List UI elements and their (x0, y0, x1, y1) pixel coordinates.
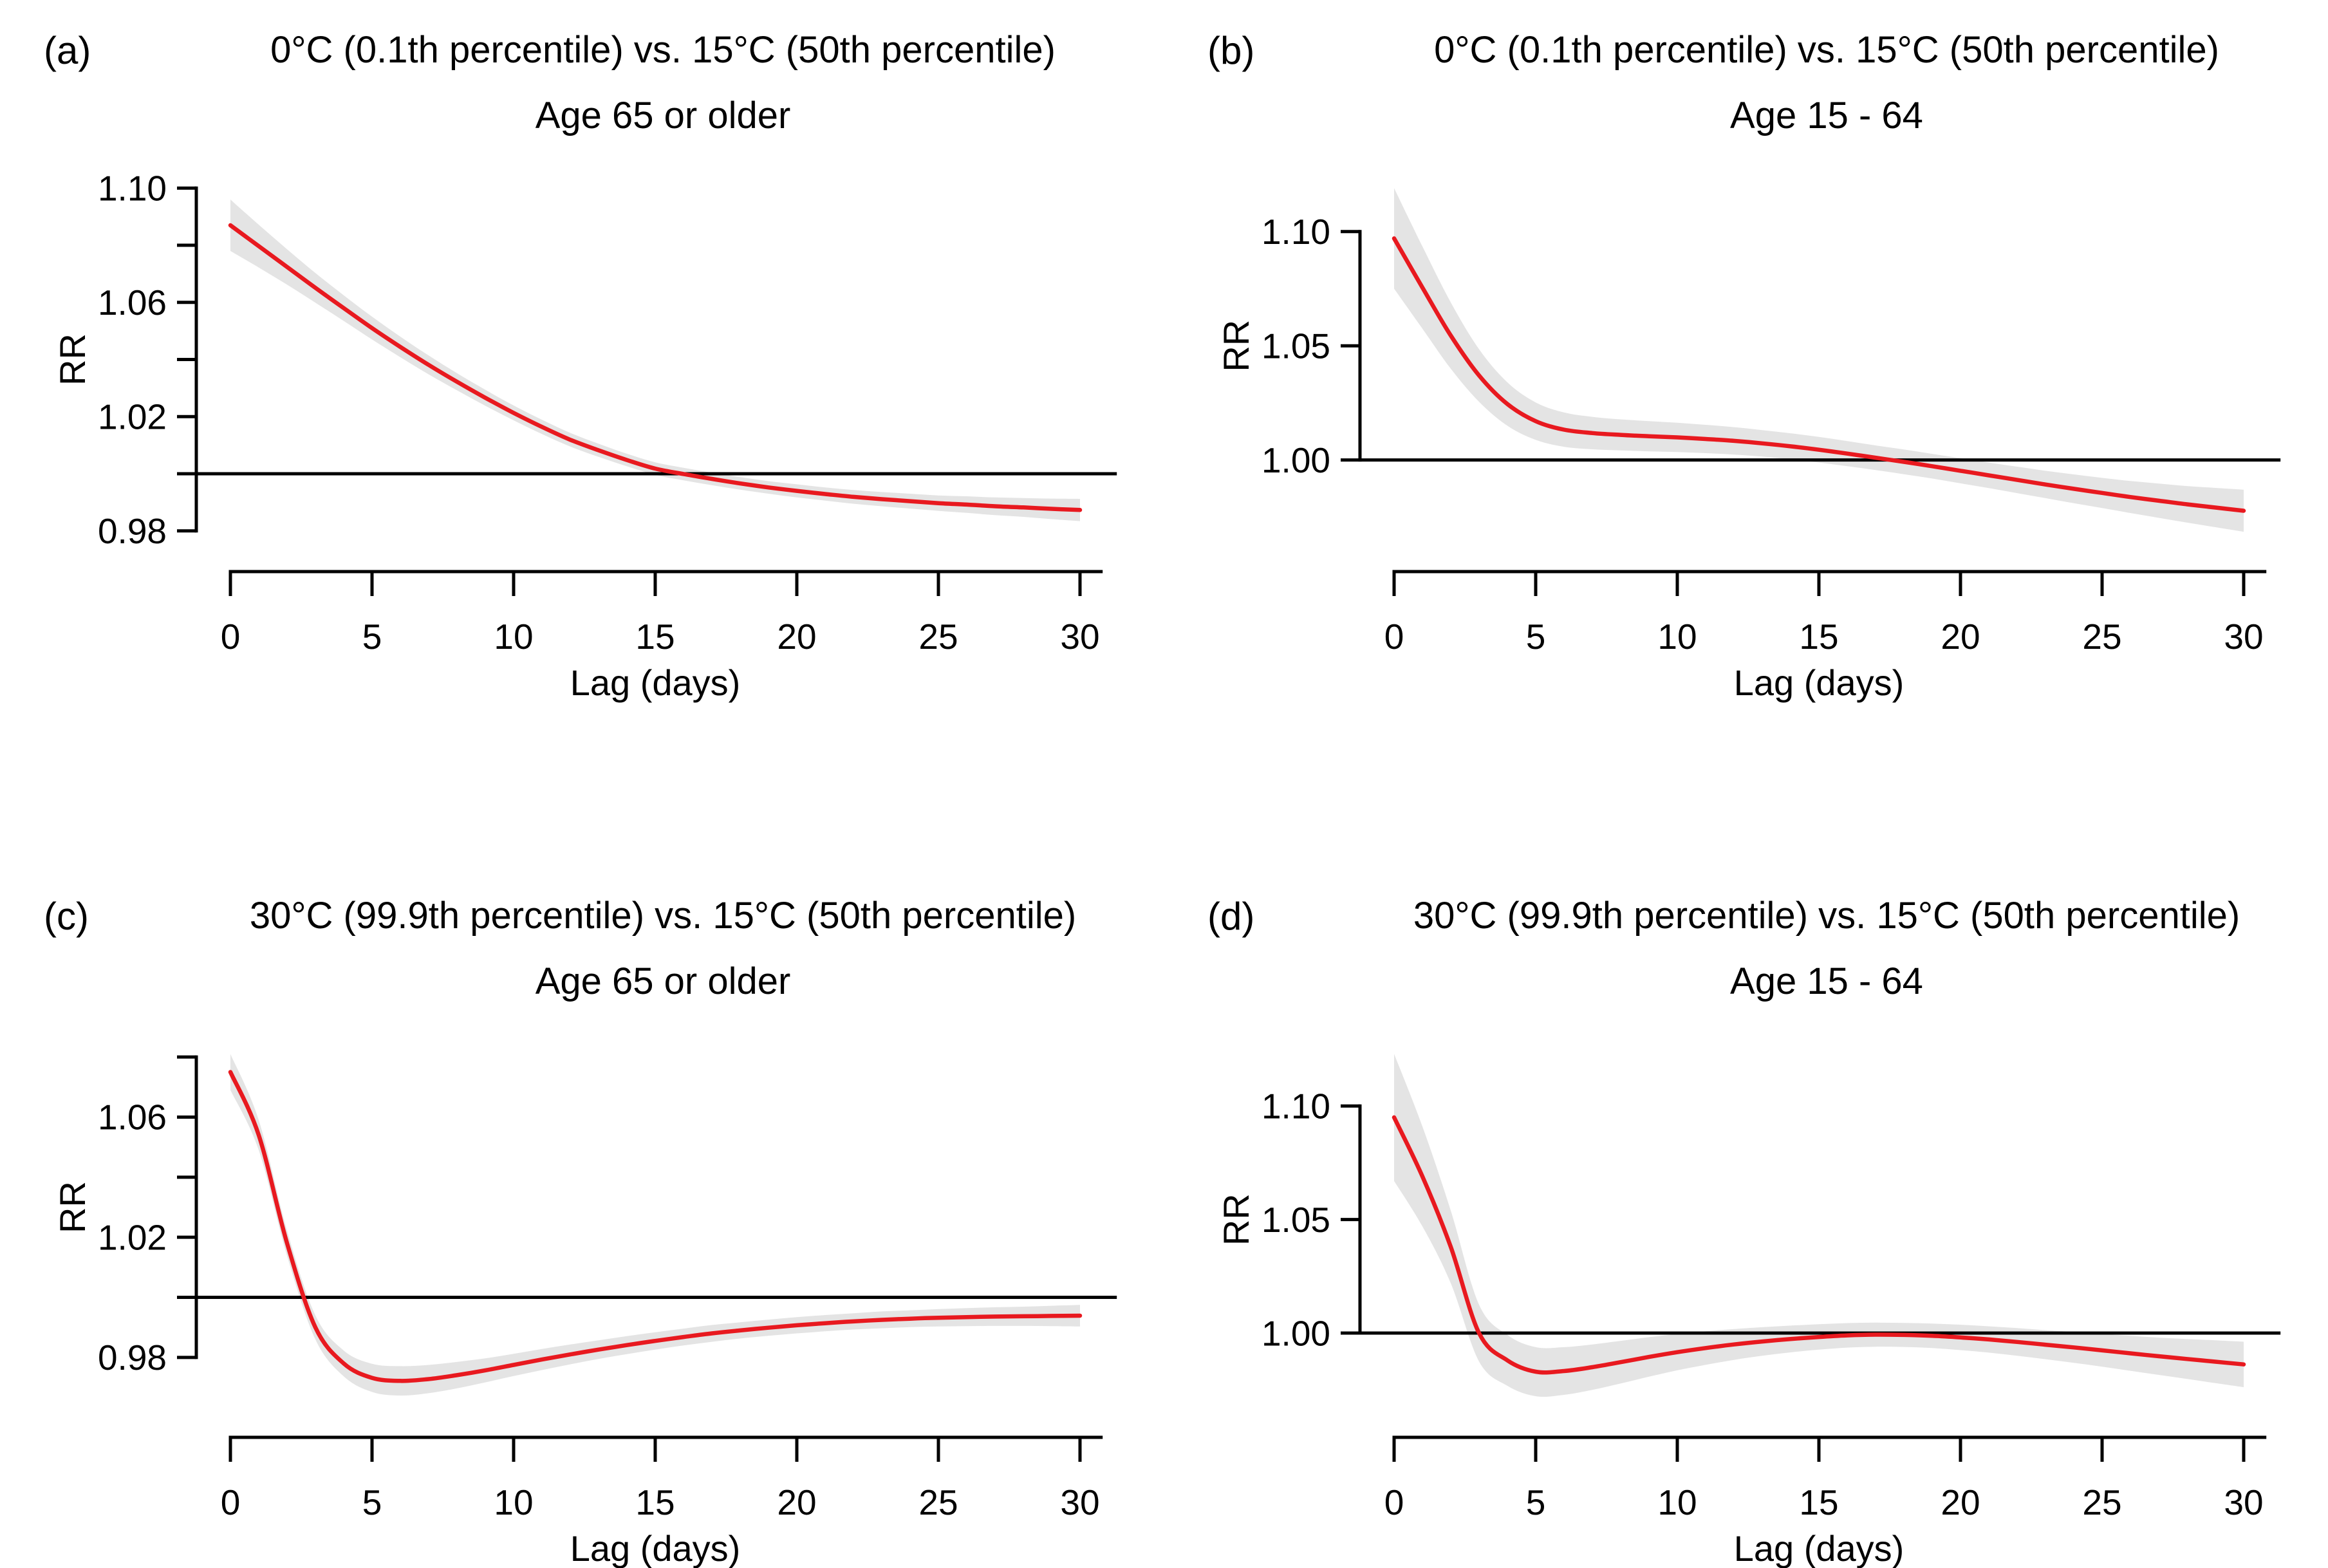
rr-curve (1392, 236, 2246, 513)
x-tick-label: 5 (362, 617, 382, 657)
y-tick-label: 1.05 (1262, 326, 1330, 366)
panel-d-subtitle: Age 15 - 64 (1730, 960, 1923, 1002)
y-tick-label: 0.98 (98, 511, 167, 551)
x-tick-label: 10 (494, 617, 533, 657)
y-axis-title: RR (52, 1181, 93, 1233)
panel-a-title: 0°C (0.1th percentile) vs. 15°C (50th pe… (270, 29, 1056, 71)
y-tick-label: 0.98 (98, 1338, 167, 1377)
y-tick-label: 1.02 (98, 1217, 167, 1257)
rr-curve (228, 223, 1083, 512)
x-tick-label: 5 (1526, 1482, 1546, 1522)
x-tick-label: 10 (1657, 617, 1697, 657)
x-tick-label: 30 (1060, 617, 1099, 657)
x-tick-label: 15 (1799, 1482, 1838, 1522)
x-tick-label: 10 (1657, 1482, 1697, 1522)
panel-a-plot-canvas: 0.98 1.02 1.06 1.10 RR 0 5 10 15 20 25 30 Lag (days) (52, 169, 1117, 703)
y-axis-title: RR (1216, 1193, 1256, 1246)
panel-d-plot-canvas: 1.00 1.05 1.10 RR 0 5 10 15 20 25 30 Lag (days) (1216, 1054, 2281, 1568)
confidence-band (1394, 188, 2244, 532)
y-tick-label: 1.10 (98, 169, 167, 209)
y-tick-label: 1.10 (1262, 212, 1330, 252)
panel-a: (a) 0°C (0.1th percentile) vs. 15°C (50t… (26, 10, 1138, 769)
x-tick-label: 0 (1384, 1482, 1404, 1522)
x-tick-label: 25 (918, 617, 958, 657)
x-tick-label: 15 (635, 617, 675, 657)
panel-b-subtitle: Age 15 - 64 (1730, 95, 1923, 136)
panel-b-title: 0°C (0.1th percentile) vs. 15°C (50th pe… (1434, 29, 2219, 71)
x-tick-label: 25 (2082, 617, 2121, 657)
confidence-band (1394, 1054, 2244, 1397)
y-tick-label: 1.00 (1262, 1313, 1330, 1353)
x-tick-label: 0 (221, 617, 241, 657)
panel-c-letter: (c) (44, 895, 89, 938)
x-tick-label: 30 (2224, 617, 2263, 657)
panel-d-letter: (d) (1207, 895, 1255, 938)
panel-d-title: 30°C (99.9th percentile) vs. 15°C (50th … (1413, 895, 2240, 937)
y-axis-title: RR (1216, 320, 1256, 372)
x-tick-label: 15 (635, 1482, 675, 1522)
y-tick-label: 1.05 (1262, 1200, 1330, 1240)
x-tick-label: 10 (494, 1482, 533, 1522)
panel-a-subtitle: Age 65 or older (535, 95, 791, 136)
rr-curve (1392, 1115, 2246, 1375)
panel-a-letter: (a) (44, 29, 91, 72)
y-tick-label: 1.10 (1262, 1087, 1330, 1126)
x-tick-label: 25 (2082, 1482, 2121, 1522)
x-axis-title: Lag (days) (1734, 662, 1904, 703)
x-tick-label: 5 (1526, 617, 1546, 657)
x-tick-label: 20 (777, 1482, 816, 1522)
x-tick-label: 25 (918, 1482, 958, 1522)
y-tick-label: 1.00 (1262, 440, 1330, 480)
x-tick-label: 5 (362, 1482, 382, 1522)
panel-b-letter: (b) (1207, 29, 1255, 72)
x-axis-title: Lag (days) (1734, 1528, 1904, 1568)
confidence-band (230, 1054, 1080, 1396)
panel-c-plot-canvas: 0.98 1.02 1.06 RR 0 5 10 15 20 25 30 Lag (days) (52, 1054, 1117, 1568)
panel-b: (b) 0°C (0.1th percentile) vs. 15°C (50t… (1189, 10, 2302, 769)
panel-d: (d) 30°C (99.9th percentile) vs. 15°C (5… (1189, 789, 2302, 1568)
x-tick-label: 20 (777, 617, 816, 657)
rr-curve (228, 1070, 1083, 1383)
x-tick-label: 0 (1384, 617, 1404, 657)
x-axis-title: Lag (days) (570, 662, 741, 703)
panel-b-plot-canvas: 1.00 1.05 1.10 RR 0 5 10 15 20 25 30 Lag (days) (1216, 188, 2281, 703)
x-tick-label: 30 (2224, 1482, 2263, 1522)
panel-c: (c) 30°C (99.9th percentile) vs. 15°C (5… (26, 789, 1138, 1568)
y-tick-label: 1.06 (98, 283, 167, 322)
y-tick-label: 1.06 (98, 1097, 167, 1137)
panel-c-subtitle: Age 65 or older (535, 960, 791, 1002)
x-tick-label: 15 (1799, 617, 1838, 657)
x-tick-label: 20 (1941, 617, 1980, 657)
y-axis-title: RR (52, 333, 93, 386)
x-tick-label: 0 (221, 1482, 241, 1522)
y-tick-label: 1.02 (98, 397, 167, 436)
x-axis-title: Lag (days) (570, 1528, 741, 1568)
x-tick-label: 20 (1941, 1482, 1980, 1522)
panel-c-title: 30°C (99.9th percentile) vs. 15°C (50th … (249, 895, 1077, 937)
x-tick-label: 30 (1060, 1482, 1099, 1522)
